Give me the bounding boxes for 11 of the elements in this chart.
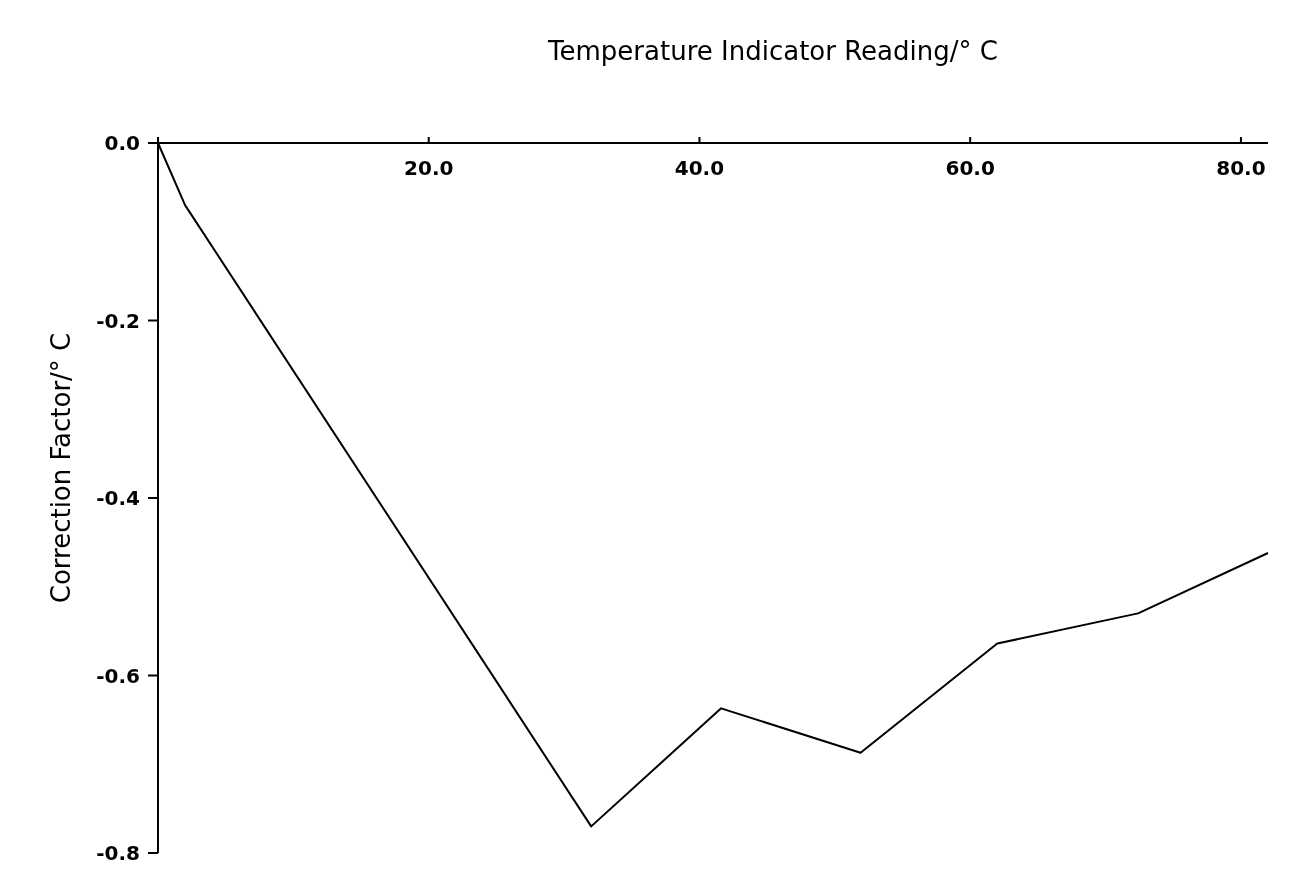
- y-tick-label: -0.4: [96, 486, 140, 510]
- x-tick-label: 60.0: [945, 156, 995, 180]
- y-tick-label: -0.2: [96, 308, 140, 333]
- x-tick-label: 40.0: [674, 156, 725, 180]
- y-axis-title: Correction Factor/° C: [46, 332, 76, 604]
- y-tick-label: -0.8: [96, 841, 140, 865]
- y-tick-label: -0.6: [96, 663, 140, 688]
- y-tick-label: 0.0: [104, 131, 140, 155]
- x-tick-label: 20.0: [404, 156, 454, 180]
- x-axis-title: Temperature Indicator Reading/° C: [547, 36, 998, 66]
- x-tick-label: 80.0: [1216, 156, 1266, 180]
